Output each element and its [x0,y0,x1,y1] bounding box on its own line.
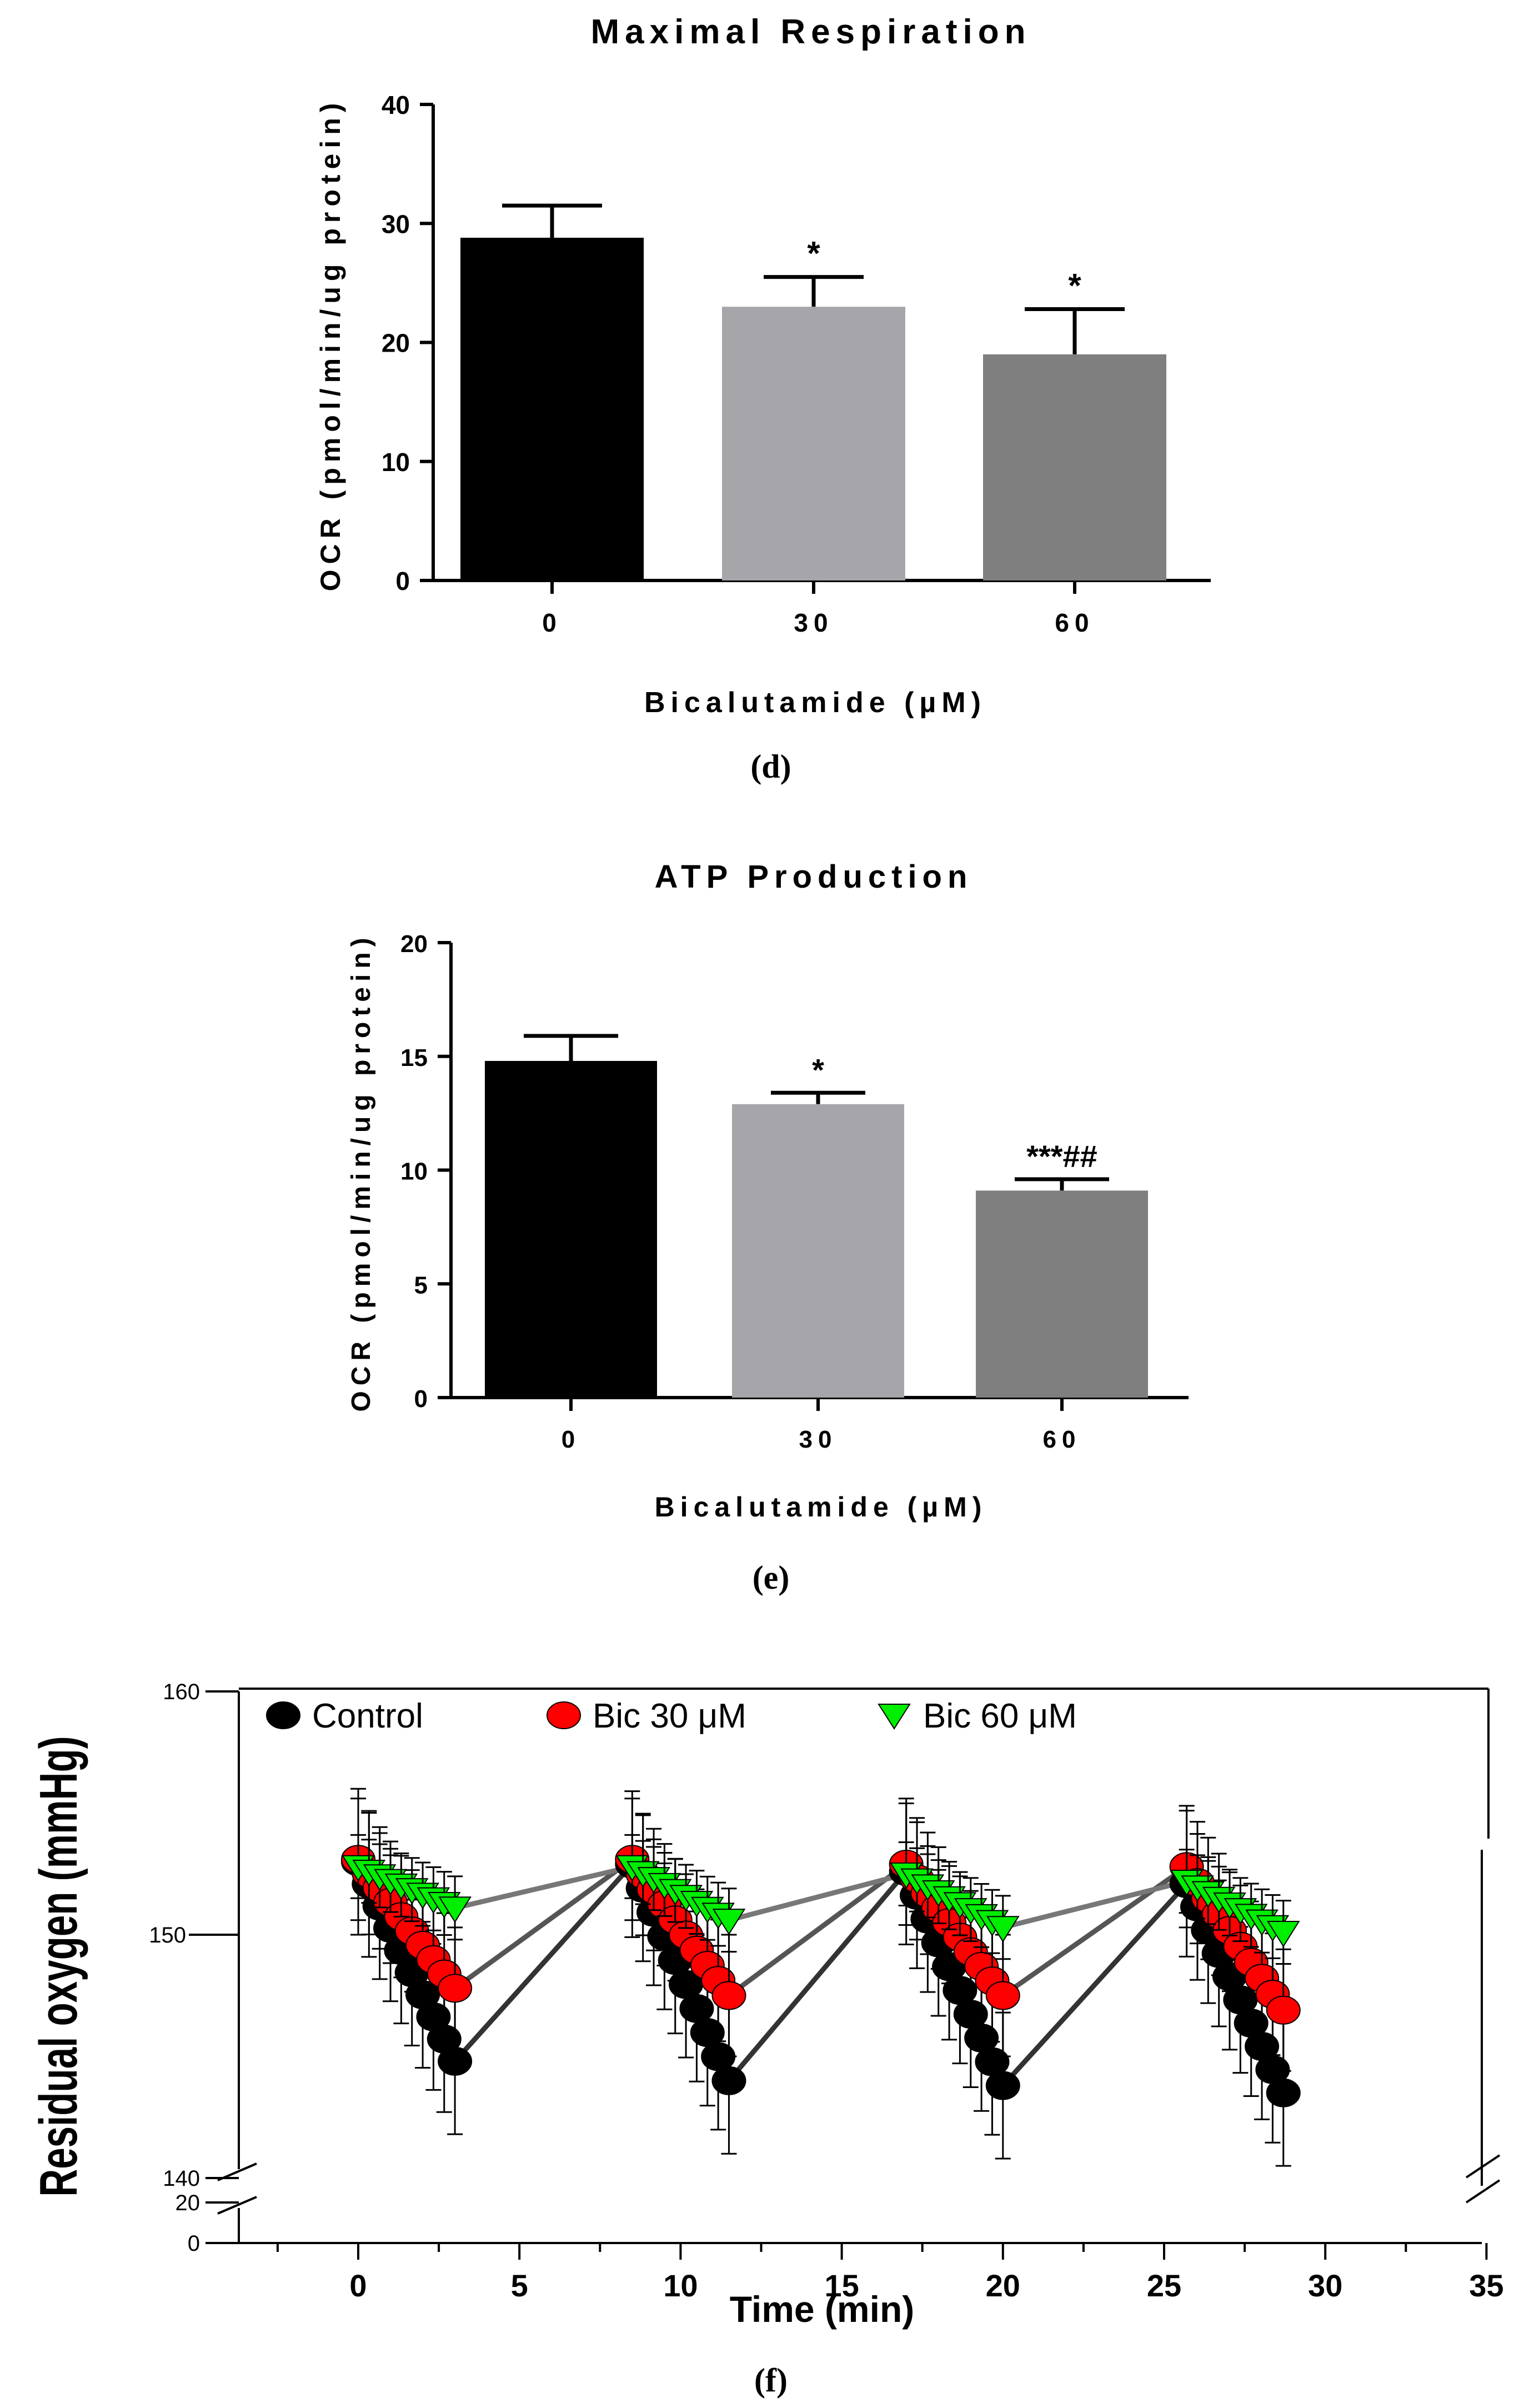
chart-f-point [986,1916,1020,1943]
chart-f-legend-marker [266,1701,300,1729]
panel-label-f: (f) [754,2362,788,2399]
chart-f-point [985,2071,1020,2100]
chart-e-y-tick-label: 10 [400,1158,428,1185]
chart-f-series-connector [1002,1879,1187,1930]
chart-e-xlabel: Bicalutamide (µM) [655,1491,987,1523]
chart-f-legend-label: Bic 30 μM [593,1697,746,1735]
atp-production-chart: ATP Production OCR (pmol/min/ug protein)… [347,859,1189,1596]
chart-d-significance-label: * [807,235,820,272]
chart-f-series-connector [728,1871,907,1923]
chart-d-xlabel: Bicalutamide (µM) [644,687,986,719]
chart-f-point [711,2066,746,2095]
chart-f-point [438,1974,473,2003]
chart-e-y-tick-label: 20 [400,930,428,958]
chart-f-point [438,2046,473,2076]
chart-f-point [711,1981,746,2010]
chart-f-y-tick-label: 150 [149,1923,186,1948]
chart-d-y-tick-label: 40 [382,91,410,119]
chart-d-y-tick-label: 10 [382,448,410,477]
chart-f-x-tick-label: 20 [986,2268,1020,2303]
chart-e-bar [485,1060,657,1398]
chart-e-y-tick-label: 5 [414,1271,428,1299]
chart-d-x-tick-label: 0 [542,608,562,637]
chart-f-series-connector [727,1870,909,2082]
chart-d-y-tick-label: 20 [382,329,410,358]
chart-e-y-tick-label: 15 [400,1044,428,1072]
chart-f-y-tick-label: 140 [163,2166,200,2191]
chart-d-x-tick-label: 30 [794,608,833,637]
chart-f-x-tick-label: 0 [349,2268,367,2303]
chart-d-title: Maximal Respiration [591,13,1031,51]
chart-f-x-tick-label: 30 [1308,2268,1342,2303]
chart-d-bar [722,307,905,580]
chart-f-x-axis-break-mark [1465,2154,1501,2179]
chart-e-bar [976,1190,1148,1398]
chart-f-y-tick-label: 20 [176,2191,200,2215]
chart-f-x-tick-label: 35 [1469,2268,1503,2303]
chart-d-ylabel: OCR (pmol/min/ug protein) [315,98,346,592]
chart-e-x-tick-label: 0 [562,1426,580,1453]
chart-e-y-tick-label: 0 [414,1385,428,1413]
chart-e-significance-label: ***## [1026,1139,1097,1174]
chart-e-bars: * ***## [485,1034,1148,1398]
chart-f-legend-label: Control [312,1697,423,1735]
chart-f-x-tick-label: 25 [1147,2268,1181,2303]
chart-f-point [712,1909,746,1935]
chart-f-legend: Control Bic 30 μM Bic 60 μM [266,1697,1077,1735]
chart-f-series-connector [453,1857,634,1990]
chart-f-point [1266,1995,1301,2025]
chart-e-x-tick-label: 30 [799,1426,838,1453]
chart-f-legend-marker [547,1701,581,1729]
chart-d-bar [460,237,644,581]
chart-e-bar [732,1104,904,1398]
chart-d-y-tick-label: 30 [382,209,410,238]
chart-f-y-axis-break-mark [217,2196,257,2215]
chart-e-significance-label: * [812,1052,824,1087]
maximal-respiration-chart: Maximal Respiration OCR (pmol/min/ug pro… [315,13,1211,785]
chart-e-x-tick-label: 60 [1043,1426,1081,1453]
chart-f-x-axis-break-mark [1465,2179,1501,2204]
chart-f-point [1266,1921,1300,1948]
chart-f-point [438,1896,472,1923]
chart-f-xlabel: Time (min) [730,2289,914,2330]
chart-f-y-tick-label: 0 [188,2231,200,2256]
chart-f-point [985,1981,1020,2010]
chart-d-significance-label: * [1068,267,1081,304]
chart-d-y-tick-label: 0 [395,567,410,595]
chart-f-ylabel: Residual oxygen (mmHg) [28,1736,88,2196]
chart-f-series-connector [453,1862,634,2063]
chart-d-bar [983,354,1166,580]
chart-d-bars: ** [460,203,1166,581]
chart-e-ylabel: OCR (pmol/min/ug protein) [347,932,376,1411]
chart-f-series-connector [454,1864,633,1911]
chart-d-x-tick-label: 60 [1055,608,1094,637]
chart-e-title: ATP Production [655,859,973,895]
chart-f-x-tick-label: 10 [663,2268,698,2303]
chart-f-data [341,1788,1301,2167]
chart-f-y-tick-label: 160 [163,1680,200,1704]
chart-f-legend-marker [878,1704,911,1730]
panel-label-d: (d) [750,748,791,785]
chart-f-series-connector [727,1862,908,1998]
chart-f-point [1266,2078,1301,2107]
chart-f-legend-label: Bic 60 μM [923,1697,1077,1735]
chart-f-series-connector [1001,1881,1189,2087]
chart-f-x-tick-label: 15 [824,2268,859,2303]
chart-f-x-tick-label: 5 [511,2268,528,2303]
panel-label-e: (e) [753,1559,790,1596]
